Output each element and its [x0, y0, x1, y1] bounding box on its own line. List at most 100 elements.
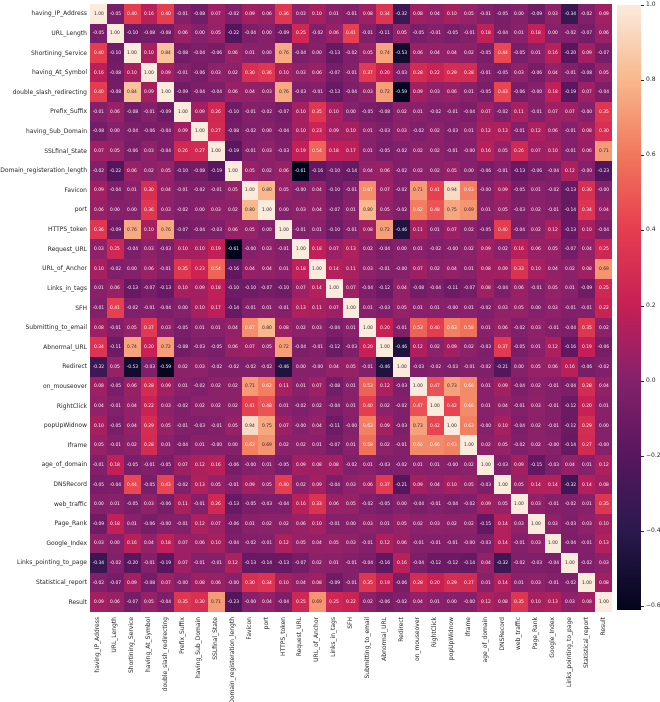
cell-value: -0.04	[109, 481, 121, 487]
cell-value: -0.23	[227, 599, 239, 605]
y-tick-label: HTTPS_token	[48, 226, 87, 234]
cell-value: 0.94	[245, 422, 255, 428]
x-tick-label-text: web_traffic	[515, 617, 523, 651]
cell-value: 0.73	[413, 422, 424, 428]
x-tick-label-text: on_mouseover	[414, 617, 422, 661]
cell-value: -0.03	[210, 226, 222, 232]
cell-value: -0.02	[564, 30, 576, 36]
heatmap-cell: 0.01	[342, 396, 360, 416]
heatmap-cell: 0.09	[376, 415, 394, 436]
cell-value: 0.05	[548, 246, 558, 252]
cell-value: -0.01	[277, 246, 290, 252]
cell-value: 0.06	[548, 128, 558, 134]
heatmap-cell: 0.01	[275, 396, 293, 416]
cell-value: -0.04	[564, 324, 576, 330]
heatmap-cell: -0.13	[510, 160, 528, 181]
cell-value: 0.02	[295, 324, 306, 330]
heatmap-cell: -0.21	[393, 474, 410, 495]
cell-value: 0.09	[295, 462, 306, 468]
cell-value: -0.01	[345, 579, 357, 585]
heatmap-cell: 0.11	[275, 376, 293, 397]
heatmap-cell: 0.01	[359, 298, 377, 318]
heatmap-cell: 0.07	[342, 278, 360, 299]
cell-value: 0.75	[261, 422, 272, 428]
cell-value: -0.01	[311, 89, 324, 95]
cell-value: -0.32	[496, 560, 509, 566]
heatmap-cell: 0.09	[325, 121, 343, 142]
heatmap-cell: -0.02	[224, 4, 242, 24]
heatmap-cell: 0.72	[157, 337, 175, 358]
heatmap-cell: 0.20	[376, 317, 394, 338]
cell-value: 0.05	[110, 364, 121, 370]
heatmap-cell: 0.16	[90, 62, 107, 83]
cell-value: 0.13	[497, 128, 508, 134]
heatmap-cell: -0.04	[123, 121, 141, 142]
heatmap-cell: -0.02	[510, 317, 528, 338]
cell-value: 0.14	[497, 520, 508, 526]
heatmap-cell: 0.69	[258, 435, 276, 456]
heatmap-cell: -0.01	[224, 474, 242, 495]
cell-value: 0.63	[447, 442, 457, 448]
heatmap-cell: 0.07	[527, 141, 545, 161]
heatmap-cell: -0.08	[106, 82, 124, 103]
cell-value: 0.00	[177, 305, 188, 311]
colorbar-tick-label: −0.2	[646, 451, 660, 459]
x-tick-label-text: having_At_Symbol	[144, 617, 152, 673]
heatmap-cell: 0.11	[409, 219, 427, 240]
cell-value: 0.10	[177, 246, 188, 252]
heatmap-cell: 0.04	[292, 572, 309, 593]
cell-value: 0.04	[447, 50, 457, 56]
cell-value: 0.01	[261, 305, 272, 311]
heatmap-cell: -0.06	[123, 141, 141, 161]
heatmap-cell: 0.80	[359, 200, 377, 220]
cell-value: 0.13	[346, 246, 356, 252]
heatmap-cell: 1.00	[359, 317, 377, 338]
heatmap-cell: 0.02	[409, 160, 427, 181]
cell-value: 0.22	[598, 305, 609, 311]
x-tick-label: Result	[600, 617, 619, 636]
cell-value: 0.03	[144, 246, 154, 252]
cell-value: 0.04	[312, 187, 323, 193]
cell-value: -0.00	[581, 109, 593, 115]
cell-value: -0.01	[429, 30, 441, 36]
heatmap-cell: 0.02	[393, 102, 410, 122]
heatmap-cell: 0.10	[527, 592, 545, 612]
heatmap-cell: 1.00	[241, 180, 259, 201]
cell-value: 0.40	[160, 11, 171, 16]
heatmap-cell: -0.01	[544, 376, 562, 397]
heatmap-cell: -0.04	[510, 219, 528, 240]
heatmap-cell: 0.16	[123, 533, 141, 554]
cell-value: -0.01	[227, 481, 239, 487]
heatmap-cell: 0.04	[561, 455, 579, 475]
cell-value: -0.06	[530, 69, 542, 75]
cell-value: -0.03	[160, 246, 172, 252]
heatmap-cell: 0.71	[207, 592, 225, 612]
heatmap-cell: -0.13	[275, 553, 293, 573]
heatmap-cell: 0.06	[325, 23, 343, 44]
heatmap-cell: 0.47	[426, 376, 444, 397]
heatmap-cell: 0.16	[393, 553, 410, 573]
cell-value: 0.37	[379, 481, 390, 487]
cell-value: -0.01	[345, 11, 357, 16]
cell-value: 0.09	[194, 109, 205, 115]
heatmap-cell: -0.07	[325, 435, 343, 456]
heatmap-cell: -0.02	[595, 357, 612, 377]
heatmap-cell: 0.02	[376, 396, 394, 416]
cell-value: -0.05	[480, 50, 492, 56]
cell-value: -0.01	[378, 266, 391, 271]
cell-value: -0.01	[446, 109, 458, 115]
heatmap-cell: -0.08	[376, 102, 394, 122]
heatmap-cell: 0.17	[207, 298, 225, 318]
cell-value: 0.14	[329, 266, 340, 271]
cell-value: -0.02	[244, 540, 256, 546]
cell-value: -0.12	[446, 560, 458, 566]
cell-value: -0.00	[294, 187, 307, 193]
heatmap-cell: 0.16	[561, 357, 579, 377]
cell-value: -0.01	[176, 187, 189, 193]
cell-value: -0.21	[496, 364, 509, 370]
heatmap-cell: 0.02	[224, 376, 242, 397]
heatmap-cell: 0.01	[409, 455, 427, 475]
cell-value: 0.09	[497, 383, 508, 389]
cell-value: -0.03	[395, 422, 408, 428]
heatmap-cell: -0.04	[409, 494, 427, 514]
